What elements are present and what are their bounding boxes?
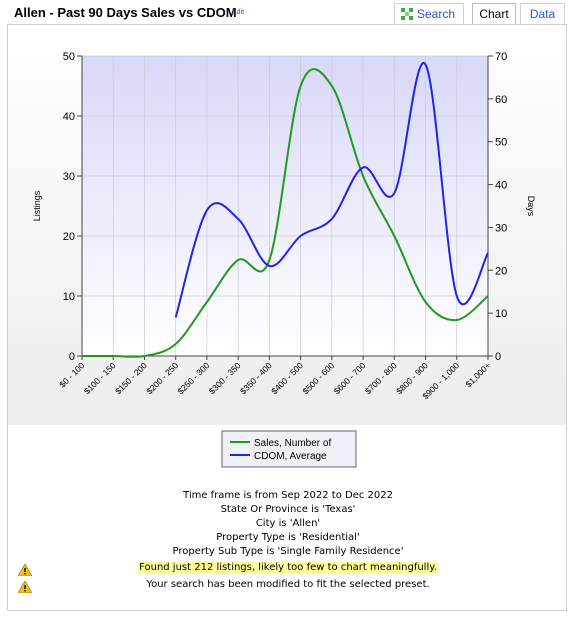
y2-tick-label: 10 [495,308,507,320]
x-tick-label: $700 - 800 [363,360,399,396]
y2-tick-label: 0 [495,351,501,363]
info-line: Property Sub Type is 'Single Family Resi… [172,546,404,557]
tab-search-label: Search [417,7,456,21]
series-line-sales [82,68,489,358]
expand-icon [401,8,413,20]
y2-tick-label: 70 [495,51,507,63]
warning-icon [18,581,32,593]
x-tick-label: $0 - 100 [57,360,86,389]
x-tick-label: $500 - 600 [300,360,336,396]
chart: 0 10 20 30 40 50 0 10 20 30 40 50 60 70 $0 - 100$100 -… [32,51,536,468]
legend [221,430,357,468]
y2-axis-title: Days [526,196,536,217]
y-tick-label: 20 [63,231,75,243]
plot-area [82,56,488,356]
y-tick-label: 10 [63,291,75,303]
x-tick-label: $300 - 350 [207,360,243,396]
x-tick-label: $100 - 150 [82,360,118,396]
legend-label: Sales, Number of [254,438,331,449]
series-line-cdom [174,62,489,318]
y-tick-label: 50 [63,51,75,63]
y2-tick-label: 60 [495,94,507,106]
y2-tick-label: 40 [495,180,507,192]
x-tick-label: $1,000+ [463,360,492,389]
warning-message: Your search has been modified to fit the… [146,579,430,590]
tab-chart[interactable]: Chart [472,3,516,24]
x-tick-label: $150 - 200 [113,360,149,396]
x-tick-label: $250 - 300 [176,360,212,396]
warning-message: Found just 212 listings, likely too few … [0,562,576,573]
y2-tick-label: 20 [495,265,507,277]
x-tick-label: $600 - 700 [332,360,368,396]
x-tick-label: $200 - 250 [144,360,180,396]
info-line: Time frame is from Sep 2022 to Dec 2022 [183,490,393,501]
legend-label: CDOM, Average [254,451,327,462]
y2-tick-label: 30 [495,222,507,234]
header-bar: Allen - Past 90 Days Sales vs CDOM Edit … [0,0,576,26]
y-axis-title: Listings [32,190,42,221]
tab-search[interactable]: Search [394,3,464,24]
info-line: City is 'Allen' [255,518,321,529]
tab-data[interactable]: Data [520,3,565,24]
y-tick-label: 0 [69,351,75,363]
y2-tick-label: 50 [495,137,507,149]
edit-link[interactable]: Edit [232,9,245,16]
info-line: State Or Province is 'Texas' [220,504,356,515]
warning-icon [18,564,32,576]
page-title: Allen - Past 90 Days Sales vs CDOM [14,5,237,20]
warning-text: Found just 212 listings, likely too few … [138,562,438,573]
info-line: Property Type is 'Residential' [216,532,360,543]
x-tick-label: $400 - 500 [269,360,305,396]
y-tick-label: 30 [63,171,75,183]
x-tick-label: $350 - 400 [238,360,274,396]
y-tick-label: 40 [63,111,75,123]
